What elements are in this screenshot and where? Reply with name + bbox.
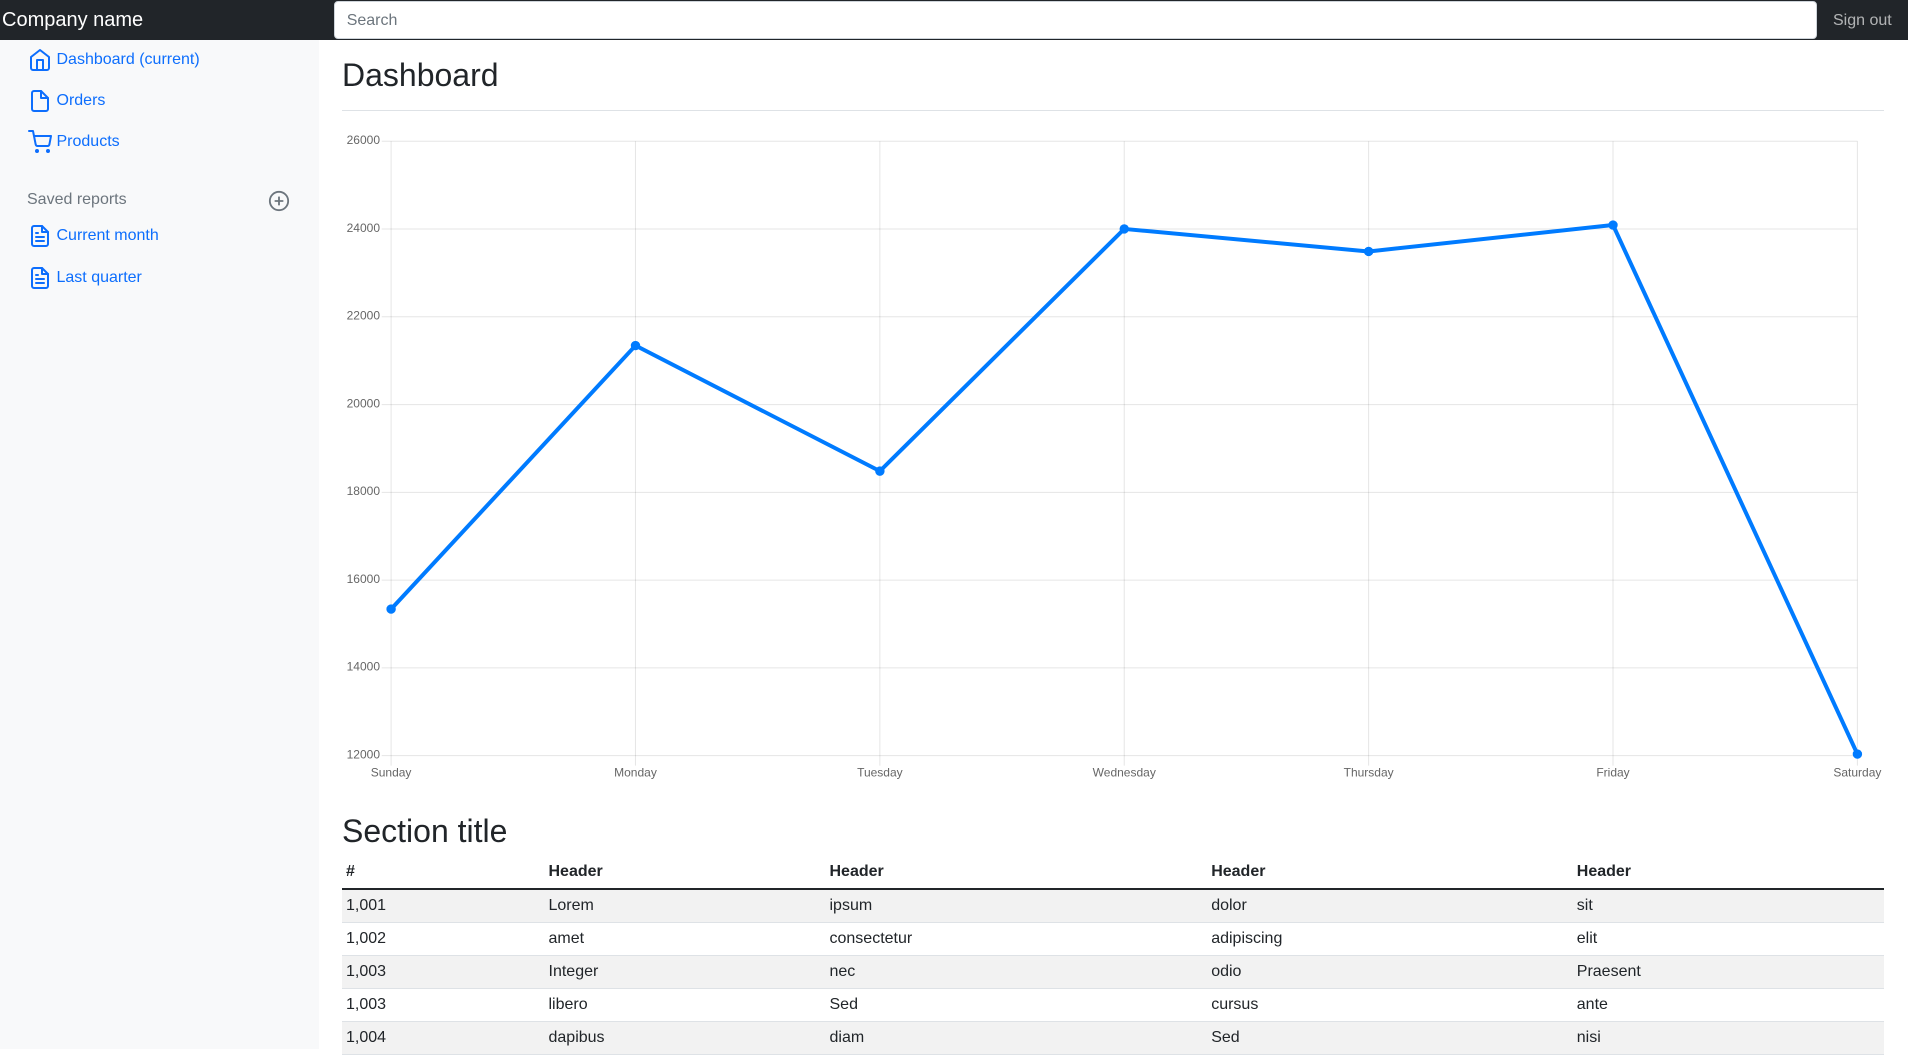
svg-text:16000: 16000	[347, 572, 381, 586]
svg-text:24000: 24000	[347, 221, 381, 235]
svg-text:Monday: Monday	[614, 765, 657, 779]
svg-text:26000: 26000	[347, 133, 381, 147]
svg-text:18000: 18000	[347, 484, 381, 498]
svg-text:22000: 22000	[347, 309, 381, 323]
svg-text:12000: 12000	[347, 747, 381, 761]
svg-text:Saturday: Saturday	[1833, 765, 1881, 779]
svg-text:20000: 20000	[347, 396, 381, 410]
svg-text:14000: 14000	[347, 660, 381, 674]
svg-text:Thursday: Thursday	[1344, 765, 1394, 779]
svg-text:Tuesday: Tuesday	[857, 765, 903, 779]
svg-text:Sunday: Sunday	[371, 765, 412, 779]
svg-text:Friday: Friday	[1596, 765, 1629, 779]
svg-text:Wednesday: Wednesday	[1093, 765, 1156, 779]
